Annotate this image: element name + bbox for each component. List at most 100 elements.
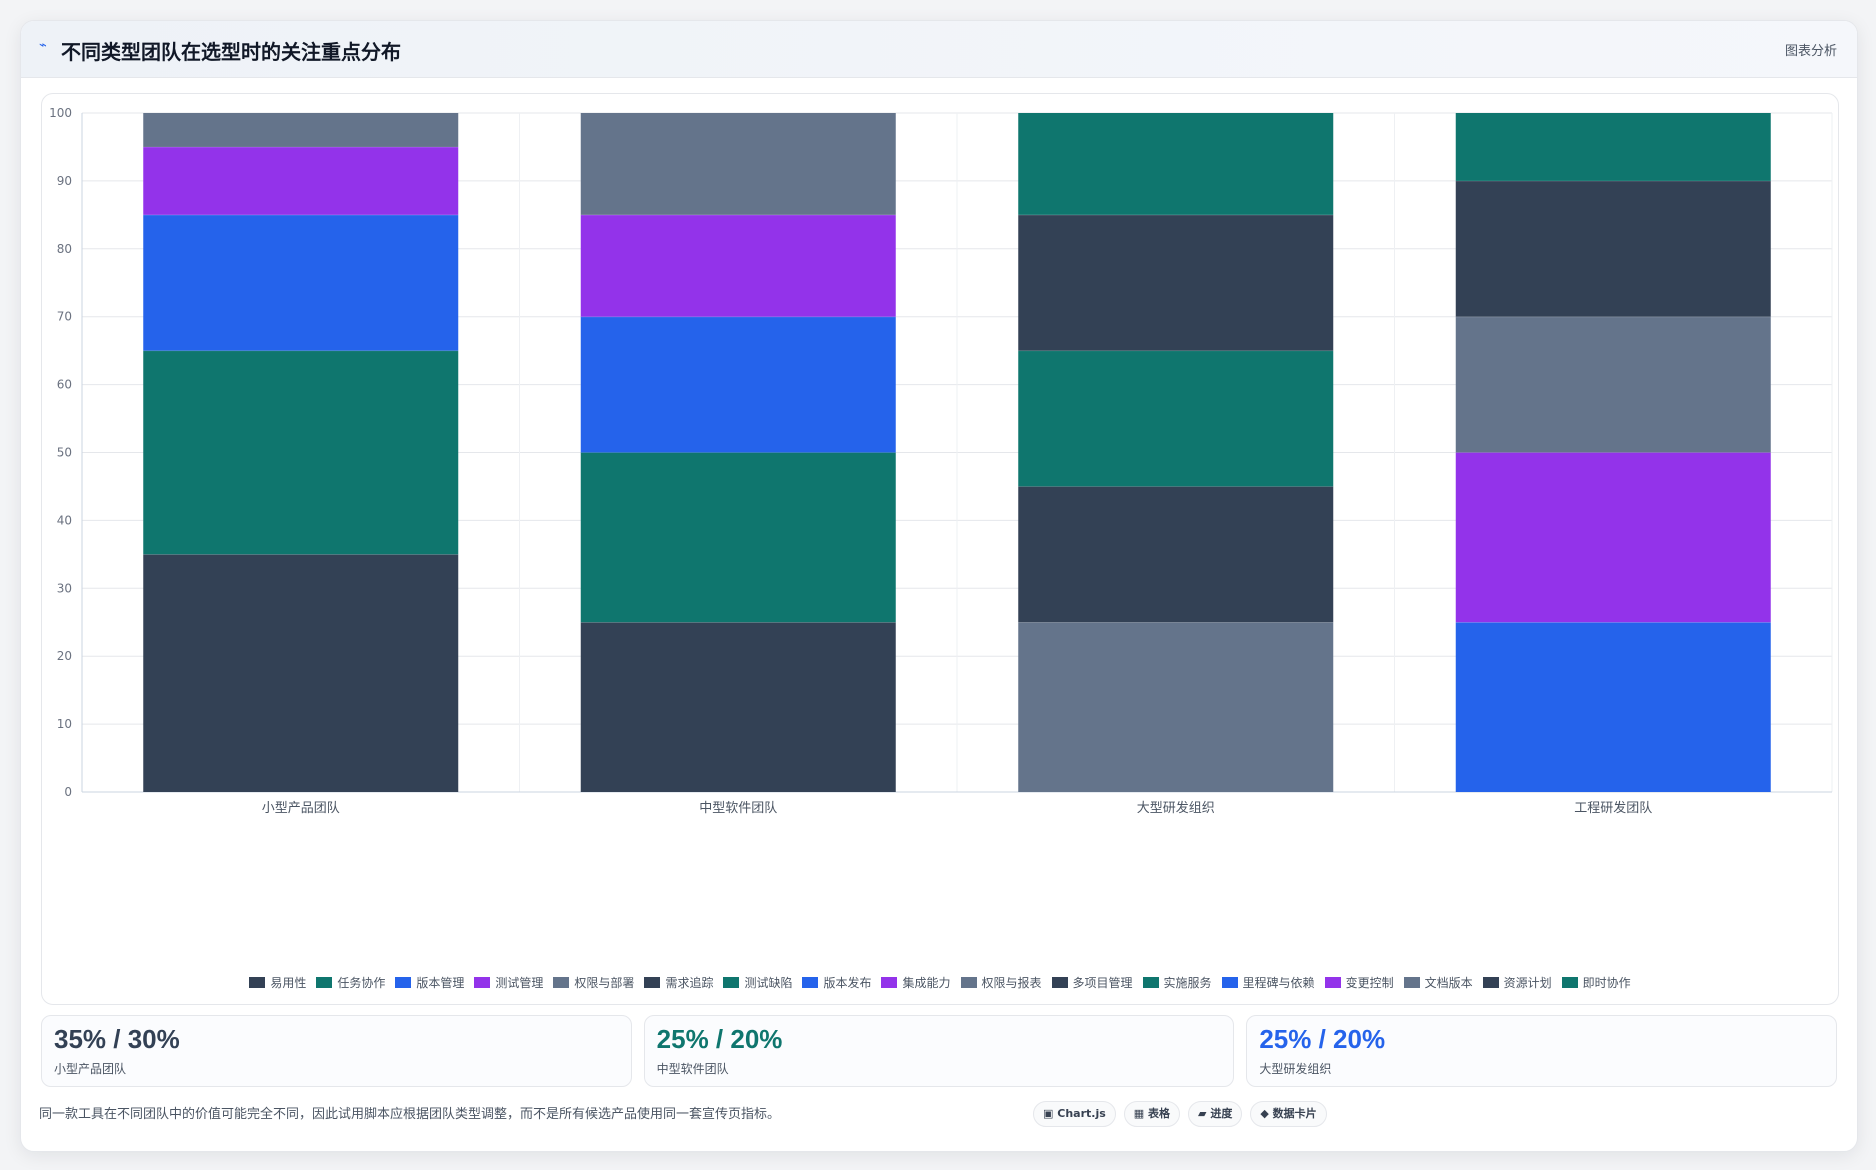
legend-label: 任务协作	[337, 975, 386, 990]
y-tick-label: 70	[57, 310, 72, 324]
bar-segment	[143, 113, 459, 147]
legend-swatch	[249, 976, 266, 988]
stat-label: 大型研发组织	[1259, 1062, 1332, 1076]
legend-swatch	[723, 976, 740, 988]
legend-item[interactable]: 资源计划	[1482, 974, 1552, 991]
tag-label: 表格	[1148, 1107, 1171, 1120]
bar-segment	[580, 113, 896, 215]
legend-item[interactable]: 版本管理	[395, 974, 464, 991]
legend-item[interactable]: 版本发布	[802, 974, 871, 991]
y-tick-label: 50	[57, 446, 72, 460]
legend-item[interactable]: 测试管理	[474, 974, 543, 991]
tag-label: 数据卡片	[1272, 1107, 1317, 1120]
tech-tags: ▣ Chart.js ▦ 表格 ▰ 进度 ◆ 数据卡片	[1033, 1101, 1327, 1127]
legend-swatch	[802, 976, 819, 988]
legend-label: 即时协作	[1582, 975, 1631, 990]
legend-swatch	[1403, 976, 1420, 988]
legend-item[interactable]: 需求追踪	[644, 974, 713, 991]
bar-segment	[1455, 316, 1771, 453]
legend-swatch	[1324, 976, 1341, 988]
x-tick-label: 小型产品团队	[262, 801, 340, 816]
y-tick-label: 30	[57, 581, 72, 595]
legend-label: 多项目管理	[1072, 975, 1133, 990]
legend-item[interactable]: 易用性	[249, 974, 306, 991]
legend-swatch	[1482, 976, 1499, 988]
legend-item[interactable]: 即时协作	[1561, 974, 1631, 991]
legend-label: 文档版本	[1424, 975, 1473, 990]
legend-swatch	[1221, 976, 1238, 988]
legend-item[interactable]: 里程碑与依赖	[1221, 974, 1315, 991]
tag-data-card[interactable]: ◆ 数据卡片	[1250, 1101, 1327, 1127]
y-tick-label: 80	[57, 242, 72, 256]
legend-label: 测试管理	[495, 975, 544, 990]
x-tick-label: 工程研发团队	[1574, 800, 1652, 816]
bar-segment	[143, 554, 459, 792]
legend-item[interactable]: 测试缺陷	[723, 974, 792, 991]
legend-item[interactable]: 集成能力	[881, 974, 951, 991]
stacked-bar-chart: 0 10 20 30 40 50 60 70 80 90 100 小型产品团队 中型软件团队 大型研发组织…	[49, 106, 1833, 816]
legend-swatch	[960, 976, 977, 988]
legend-label: 版本发布	[823, 975, 872, 990]
legend-item[interactable]: 权限与部署	[553, 974, 634, 991]
legend-label: 易用性	[270, 975, 307, 990]
legend-item[interactable]: 文档版本	[1403, 974, 1473, 991]
legend-item[interactable]: 多项目管理	[1051, 974, 1133, 991]
bar-segment	[1018, 113, 1334, 215]
bar-segment	[1018, 350, 1334, 487]
legend-label: 版本管理	[416, 975, 465, 990]
bar-segment	[143, 146, 459, 215]
tag-chartjs[interactable]: ▣ Chart.js	[1033, 1101, 1116, 1127]
x-tick-label: 中型软件团队	[699, 801, 777, 816]
bar-segment	[1018, 622, 1334, 792]
legend-item[interactable]: 实施服务	[1142, 974, 1212, 991]
chart-analysis-button[interactable]: 图表分析	[1784, 44, 1837, 59]
legend-swatch	[1142, 976, 1159, 988]
legend-swatch	[316, 976, 333, 988]
bar-segment	[143, 214, 459, 351]
footnote-text: 同一款工具在不同团队中的价值可能完全不同，因此试用脚本应根据团队类型调整，而不是…	[39, 1107, 781, 1122]
bar-segment	[580, 622, 896, 792]
y-tick-label: 40	[57, 513, 72, 527]
tag-table[interactable]: ▦ 表格	[1123, 1101, 1181, 1127]
chart-title: 不同类型团队在选型时的关注重点分布	[61, 40, 401, 64]
legend-label: 权限与报表	[981, 975, 1042, 990]
bar-segment	[143, 350, 459, 555]
legend-swatch	[474, 976, 491, 988]
legend-label: 权限与部署	[574, 975, 635, 990]
stat-card-large-org: 25% / 20% 大型研发组织	[1246, 1015, 1838, 1087]
tag-progress[interactable]: ▰ 进度	[1188, 1101, 1243, 1127]
y-tick-label: 10	[57, 717, 72, 731]
legend-item[interactable]: 任务协作	[316, 974, 385, 991]
legend-item[interactable]: 变更控制	[1324, 974, 1394, 991]
legend-swatch	[1051, 976, 1068, 988]
legend-label: 需求追踪	[665, 975, 714, 990]
tag-label: 进度	[1210, 1107, 1233, 1120]
tag-icon: ◆	[1260, 1107, 1269, 1120]
legend-label: 实施服务	[1163, 975, 1212, 990]
bar-segment	[580, 214, 896, 317]
legend-label: 测试缺陷	[744, 975, 793, 990]
stat-value: 25% / 20%	[656, 1024, 783, 1054]
bar-segment	[1455, 452, 1771, 623]
tag-icon: ▣	[1043, 1107, 1054, 1120]
bar-segment	[1018, 214, 1334, 351]
bar-segment	[1018, 486, 1334, 623]
legend-swatch	[644, 976, 661, 988]
legend-swatch	[1561, 976, 1578, 988]
stat-card-small-team: 35% / 30% 小型产品团队	[41, 1015, 632, 1087]
chart-legend: 易用性 任务协作 版本管理 测试管理 权限与部署 需求追踪 测试缺陷 版本发布 集成能力 权限与报…	[42, 972, 1838, 992]
legend-swatch	[881, 976, 898, 988]
tag-label: Chart.js	[1057, 1107, 1106, 1120]
legend-swatch	[553, 976, 570, 988]
card-header: ⌁ 不同类型团队在选型时的关注重点分布 图表分析	[21, 21, 1857, 78]
legend-label: 变更控制	[1345, 975, 1394, 990]
y-tick-label: 60	[57, 378, 72, 392]
chart-card: ⌁ 不同类型团队在选型时的关注重点分布 图表分析 0 10 20 30 40 50 60 70…	[20, 20, 1858, 1152]
tag-icon: ▦	[1133, 1107, 1145, 1120]
bar-segment	[1455, 113, 1771, 181]
bar-segment	[580, 452, 896, 623]
legend-item[interactable]: 权限与报表	[960, 974, 1042, 991]
stat-value: 35% / 30%	[54, 1024, 180, 1054]
legend-swatch	[395, 976, 412, 988]
stat-card-medium-team: 25% / 20% 中型软件团队	[643, 1015, 1235, 1087]
